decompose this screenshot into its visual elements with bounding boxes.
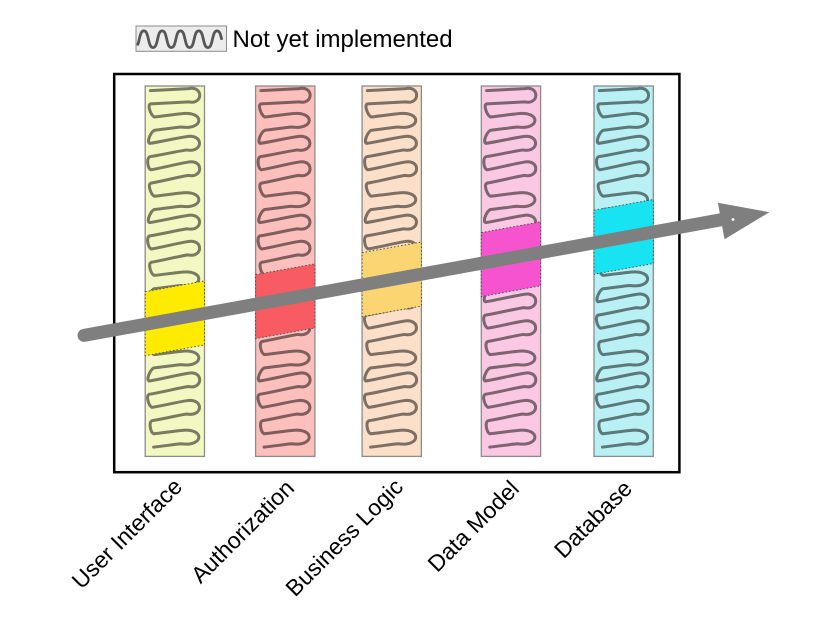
svg-text:Not yet implemented: Not yet implemented <box>233 26 453 53</box>
